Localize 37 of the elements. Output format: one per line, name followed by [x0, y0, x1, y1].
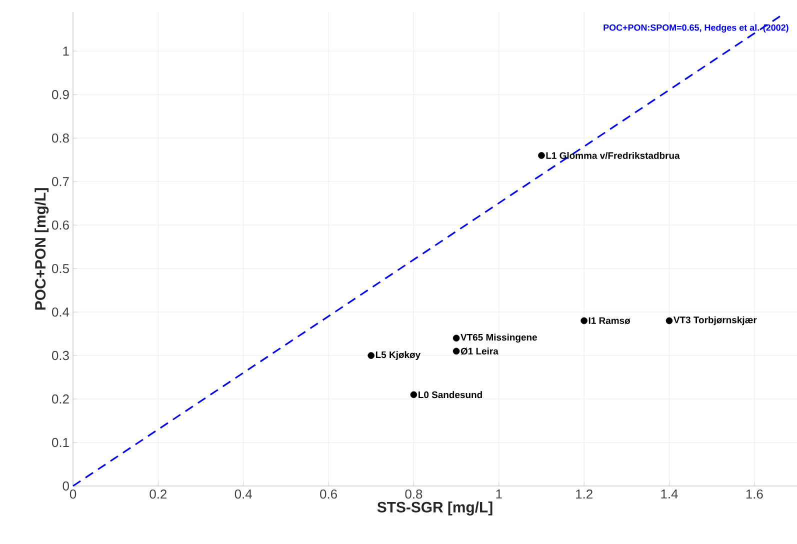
x-tick-label: 1.4	[661, 490, 678, 498]
y-tick-label: 0.4	[52, 307, 70, 317]
y-tick-label: 0.3	[52, 350, 69, 360]
x-tick-label: 1	[496, 490, 502, 498]
x-tick-label: 0.6	[320, 490, 337, 499]
x-tick-label: 1.2	[576, 490, 592, 499]
y-tick-label: 0.2	[52, 394, 69, 404]
annotation: VT3 Torbjørnskjær	[674, 316, 757, 326]
y-tick-label: 0.5	[52, 264, 69, 274]
point	[538, 152, 545, 159]
x-tick-label: 0.8	[405, 490, 422, 499]
y-axis-title: POC+PON [mg/L]	[34, 188, 49, 310]
point	[452, 348, 460, 355]
y-tick-label: 1	[63, 46, 69, 56]
point	[580, 317, 588, 324]
annotation: L1 Glomma v/Fredrikstadbrua	[546, 152, 680, 160]
y-tick-label: 0	[62, 481, 69, 491]
x-tick-label: 0	[70, 490, 76, 499]
annotation: Ø1 Leira	[460, 348, 498, 355]
point	[410, 391, 418, 398]
y-tick-label: 0.6	[52, 220, 69, 230]
annotation: I1 Ramsø	[588, 317, 630, 324]
y-tick-label: 0.1	[52, 438, 69, 448]
x-axis-title: STS-SGR [mg/L]	[377, 502, 492, 516]
x-tick-label: 0.4	[234, 490, 252, 499]
annotation: L5 Kjøkøy	[376, 351, 421, 360]
point	[368, 352, 375, 359]
y-tick-label: 0.9	[52, 90, 69, 100]
annotation: POC+PON:SPOM=0.65, Hedges et al. (2002)	[604, 24, 788, 33]
point	[666, 317, 673, 324]
point	[452, 334, 460, 342]
y-tick-label: 0.7	[52, 176, 69, 186]
y-tick-label: 0.8	[52, 134, 69, 143]
x-tick-label: 0.2	[150, 490, 167, 499]
annotation: L0 Sandesund	[418, 391, 482, 398]
annotation: VT65 Missingene	[460, 334, 537, 343]
x-tick-label: 1.6	[746, 490, 763, 499]
